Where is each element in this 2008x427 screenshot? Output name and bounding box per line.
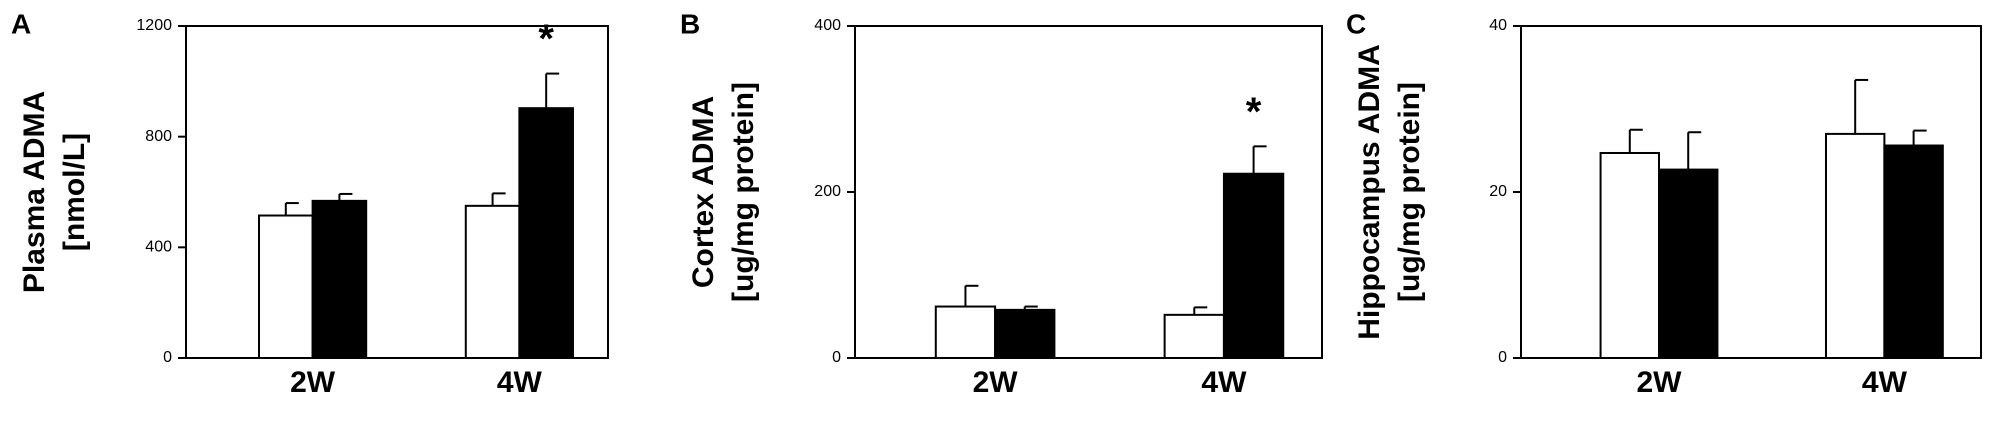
x-tick-label: 4W — [1201, 366, 1247, 399]
bar — [994, 308, 1056, 359]
y-tick-label: 0 — [1498, 349, 1507, 366]
y-axis-label: [nmol/L] — [58, 133, 91, 251]
x-tick-label: 4W — [1862, 366, 1908, 399]
x-tick-label: 2W — [1637, 366, 1683, 399]
significance-marker: * — [538, 17, 554, 61]
x-tick-label: 2W — [973, 366, 1019, 399]
panel-label: A — [11, 8, 31, 39]
y-tick-label: 40 — [1489, 17, 1507, 34]
y-axis-label: Cortex ADMA — [687, 96, 720, 288]
panel-label: B — [680, 8, 700, 39]
y-tick-label: 1200 — [136, 17, 172, 34]
bar — [1658, 168, 1719, 359]
significance-marker: * — [1246, 90, 1262, 134]
bar — [1824, 132, 1886, 359]
panel-label: C — [1346, 8, 1366, 39]
y-tick-label: 200 — [814, 183, 841, 200]
y-tick-label: 20 — [1489, 183, 1507, 200]
y-tick-label: 0 — [163, 349, 172, 366]
y-tick-label: 0 — [832, 349, 841, 366]
y-tick-label: 400 — [814, 17, 841, 34]
y-axis-label: [ug/mg protein] — [727, 82, 760, 302]
y-axis-label: Plasma ADMA — [18, 91, 51, 293]
y-tick-label: 400 — [145, 239, 172, 256]
bar — [464, 204, 521, 359]
y-axis-label: Hippocampus ADMA — [1353, 44, 1386, 340]
bar — [518, 107, 574, 359]
x-tick-label: 4W — [497, 366, 543, 399]
y-axis-label: [ug/mg protein] — [1393, 82, 1426, 302]
x-tick-label: 2W — [290, 366, 336, 399]
bar — [311, 199, 368, 359]
bar — [1599, 151, 1660, 359]
plot-frame — [185, 25, 609, 359]
bar — [258, 214, 314, 359]
bar — [1163, 313, 1225, 359]
bar — [1883, 144, 1944, 359]
y-tick-label: 800 — [145, 128, 172, 145]
bar — [934, 305, 997, 360]
bar — [1222, 172, 1285, 359]
